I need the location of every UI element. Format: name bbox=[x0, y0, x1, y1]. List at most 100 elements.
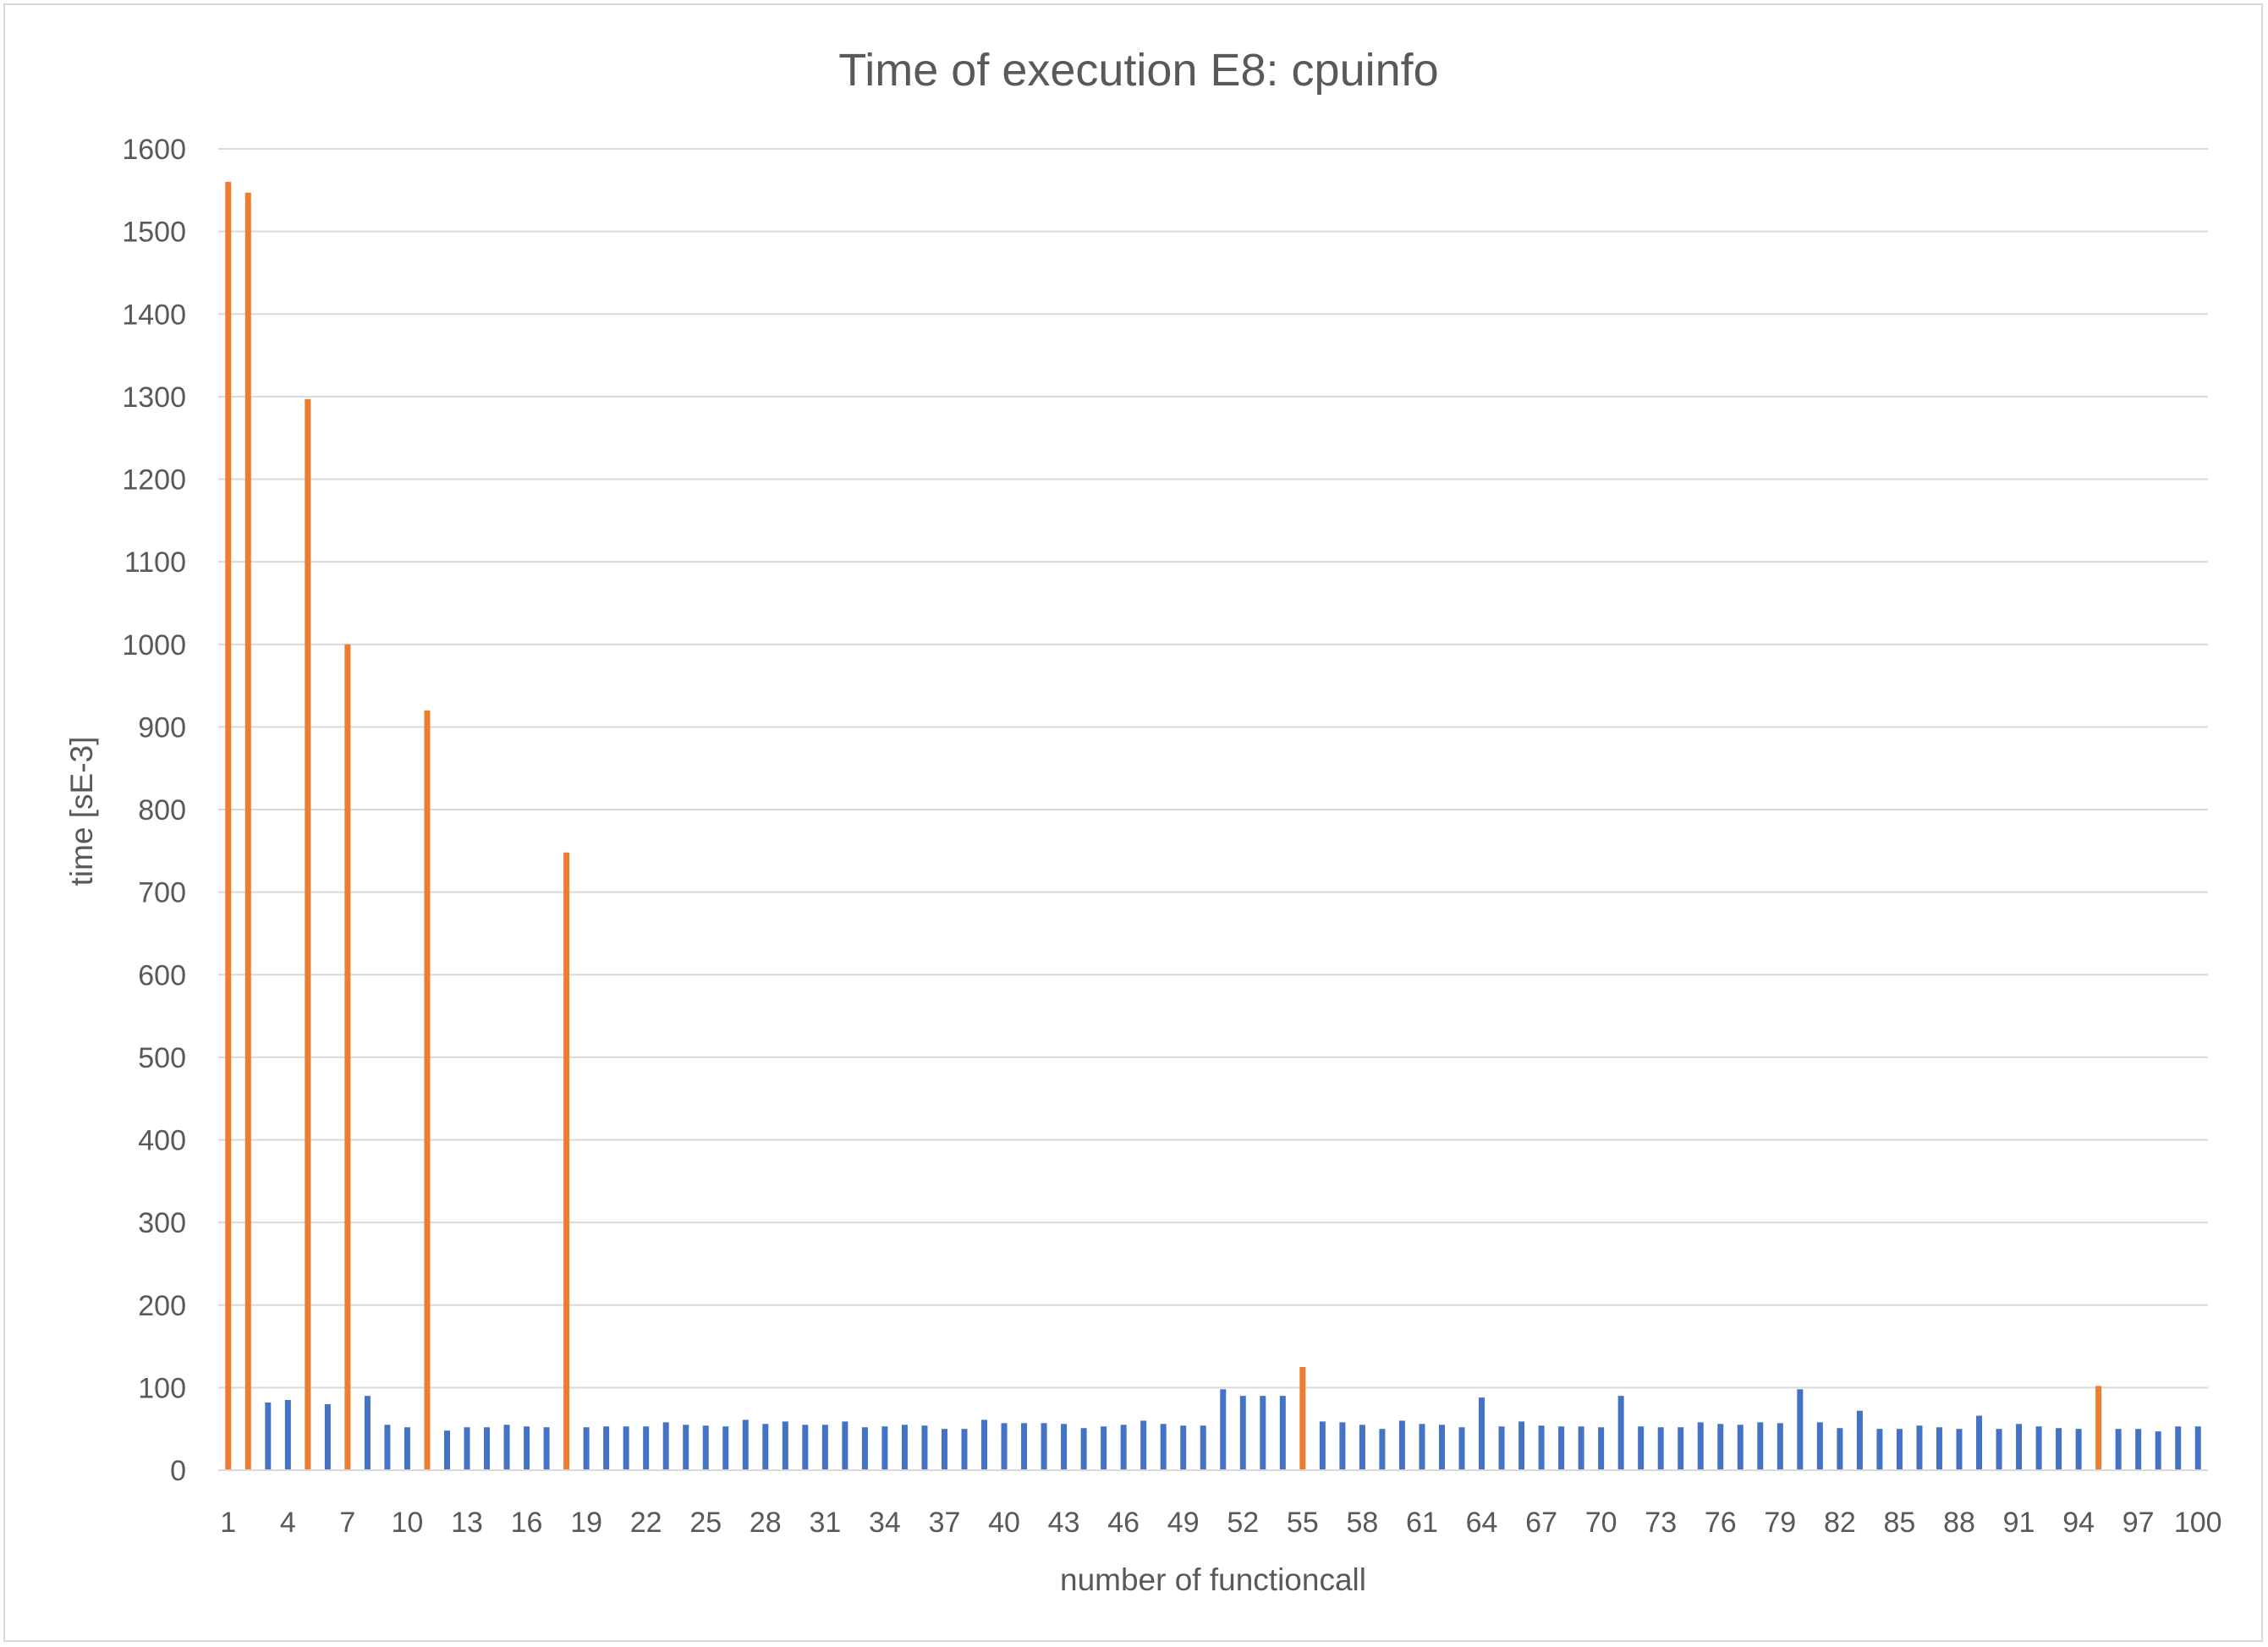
bar-43 bbox=[1061, 1424, 1068, 1470]
bar-16 bbox=[524, 1426, 530, 1470]
bar-69 bbox=[1578, 1426, 1584, 1470]
x-tick-label: 58 bbox=[1346, 1507, 1378, 1539]
x-tick-label: 55 bbox=[1287, 1507, 1319, 1539]
bar-86 bbox=[1916, 1425, 1923, 1470]
bar-5 bbox=[305, 398, 311, 1471]
bar-78 bbox=[1757, 1422, 1764, 1470]
bar-40 bbox=[1001, 1423, 1008, 1470]
bar-65 bbox=[1498, 1426, 1505, 1470]
bar-55 bbox=[1299, 1366, 1306, 1470]
bar-45 bbox=[1101, 1426, 1107, 1470]
bar-14 bbox=[484, 1427, 491, 1470]
bar-67 bbox=[1538, 1425, 1545, 1470]
x-tick-label: 64 bbox=[1466, 1507, 1498, 1539]
bar-82 bbox=[1837, 1428, 1843, 1470]
bar-98 bbox=[2155, 1431, 2161, 1470]
bar-83 bbox=[1856, 1410, 1863, 1470]
bar-94 bbox=[2075, 1429, 2082, 1470]
bar-25 bbox=[702, 1425, 709, 1470]
bar-3 bbox=[265, 1402, 272, 1470]
bar-31 bbox=[821, 1425, 828, 1470]
bar-79 bbox=[1777, 1423, 1783, 1470]
x-tick-label: 73 bbox=[1645, 1507, 1677, 1539]
x-tick-label: 43 bbox=[1048, 1507, 1080, 1539]
bar-84 bbox=[1876, 1429, 1883, 1470]
x-tick-label: 79 bbox=[1764, 1507, 1796, 1539]
x-tick-label: 10 bbox=[392, 1507, 424, 1539]
bar-100 bbox=[2194, 1426, 2201, 1470]
bar-44 bbox=[1080, 1428, 1087, 1470]
bar-9 bbox=[384, 1425, 391, 1470]
x-tick-label: 16 bbox=[511, 1507, 543, 1539]
bar-75 bbox=[1697, 1422, 1704, 1470]
bar-30 bbox=[802, 1425, 809, 1470]
bar-34 bbox=[881, 1426, 888, 1470]
bar-21 bbox=[623, 1426, 629, 1470]
x-tick-label: 76 bbox=[1705, 1507, 1737, 1539]
bar-36 bbox=[921, 1425, 928, 1470]
bar-54 bbox=[1279, 1396, 1286, 1470]
bar-24 bbox=[683, 1425, 689, 1470]
gridlines bbox=[218, 148, 2208, 1389]
x-tick-label: 49 bbox=[1167, 1507, 1200, 1539]
bar-88 bbox=[1956, 1429, 1963, 1470]
x-axis-ticks: 1 4 7 10 13 16 19 22 25 28 31 34 37 40 43 46 49 52 55 58 61 6… bbox=[220, 1507, 2221, 1539]
y-tick-label: 400 bbox=[138, 1125, 186, 1157]
y-tick-label: 700 bbox=[138, 877, 186, 909]
bar-12 bbox=[443, 1430, 450, 1470]
bar-28 bbox=[762, 1424, 769, 1470]
x-tick-label: 7 bbox=[339, 1507, 355, 1539]
y-tick-label: 1100 bbox=[124, 546, 186, 579]
chart-title: Time of execution E8: cpuinfo bbox=[838, 45, 1438, 96]
y-tick-label: 1200 bbox=[122, 464, 186, 497]
bar-46 bbox=[1120, 1425, 1127, 1470]
bar-10 bbox=[404, 1427, 410, 1470]
bar-27 bbox=[742, 1419, 749, 1470]
x-tick-label: 85 bbox=[1884, 1507, 1916, 1539]
x-tick-label: 67 bbox=[1525, 1507, 1557, 1539]
bar-26 bbox=[722, 1426, 729, 1470]
bar-35 bbox=[901, 1425, 908, 1470]
bar-96 bbox=[2115, 1429, 2122, 1470]
x-tick-label: 97 bbox=[2122, 1507, 2155, 1539]
bar-38 bbox=[961, 1429, 968, 1470]
bar-53 bbox=[1260, 1396, 1266, 1470]
bars bbox=[225, 182, 2201, 1471]
bar-17 bbox=[543, 1427, 550, 1470]
bar-51 bbox=[1220, 1389, 1227, 1470]
y-tick-label: 1300 bbox=[122, 382, 186, 414]
bar-11 bbox=[424, 710, 431, 1470]
bar-89 bbox=[1976, 1415, 1983, 1470]
y-axis-label: time [sE-3] bbox=[64, 737, 99, 887]
y-tick-label: 800 bbox=[138, 794, 186, 826]
bar-93 bbox=[2056, 1428, 2062, 1470]
bar-23 bbox=[662, 1422, 669, 1470]
bar-33 bbox=[861, 1427, 868, 1470]
bar-13 bbox=[464, 1427, 470, 1470]
x-tick-label: 37 bbox=[929, 1507, 961, 1539]
chart: Time of execution E8: cpuinfo 0 100 200 300… bbox=[64, 45, 2222, 1597]
bar-99 bbox=[2175, 1426, 2182, 1470]
bar-4 bbox=[284, 1400, 291, 1470]
bar-42 bbox=[1041, 1423, 1047, 1470]
y-tick-label: 1400 bbox=[122, 299, 186, 331]
x-tick-label: 4 bbox=[280, 1507, 296, 1539]
bar-2 bbox=[244, 192, 251, 1471]
bar-6 bbox=[324, 1403, 331, 1470]
x-tick-label: 94 bbox=[2062, 1507, 2095, 1539]
bar-8 bbox=[364, 1396, 371, 1470]
bar-72 bbox=[1638, 1426, 1645, 1470]
bar-87 bbox=[1936, 1427, 1942, 1470]
bar-81 bbox=[1816, 1422, 1823, 1470]
x-tick-label: 40 bbox=[988, 1507, 1020, 1539]
y-tick-label: 500 bbox=[138, 1042, 186, 1074]
bar-15 bbox=[503, 1425, 510, 1470]
x-tick-label: 100 bbox=[2174, 1507, 2222, 1539]
bar-59 bbox=[1379, 1429, 1386, 1470]
bar-64 bbox=[1479, 1397, 1485, 1470]
x-axis-label: number of functioncall bbox=[1060, 1562, 1366, 1597]
bar-76 bbox=[1717, 1424, 1724, 1470]
bar-50 bbox=[1200, 1425, 1206, 1470]
bar-97 bbox=[2135, 1429, 2142, 1470]
x-tick-label: 19 bbox=[570, 1507, 602, 1539]
